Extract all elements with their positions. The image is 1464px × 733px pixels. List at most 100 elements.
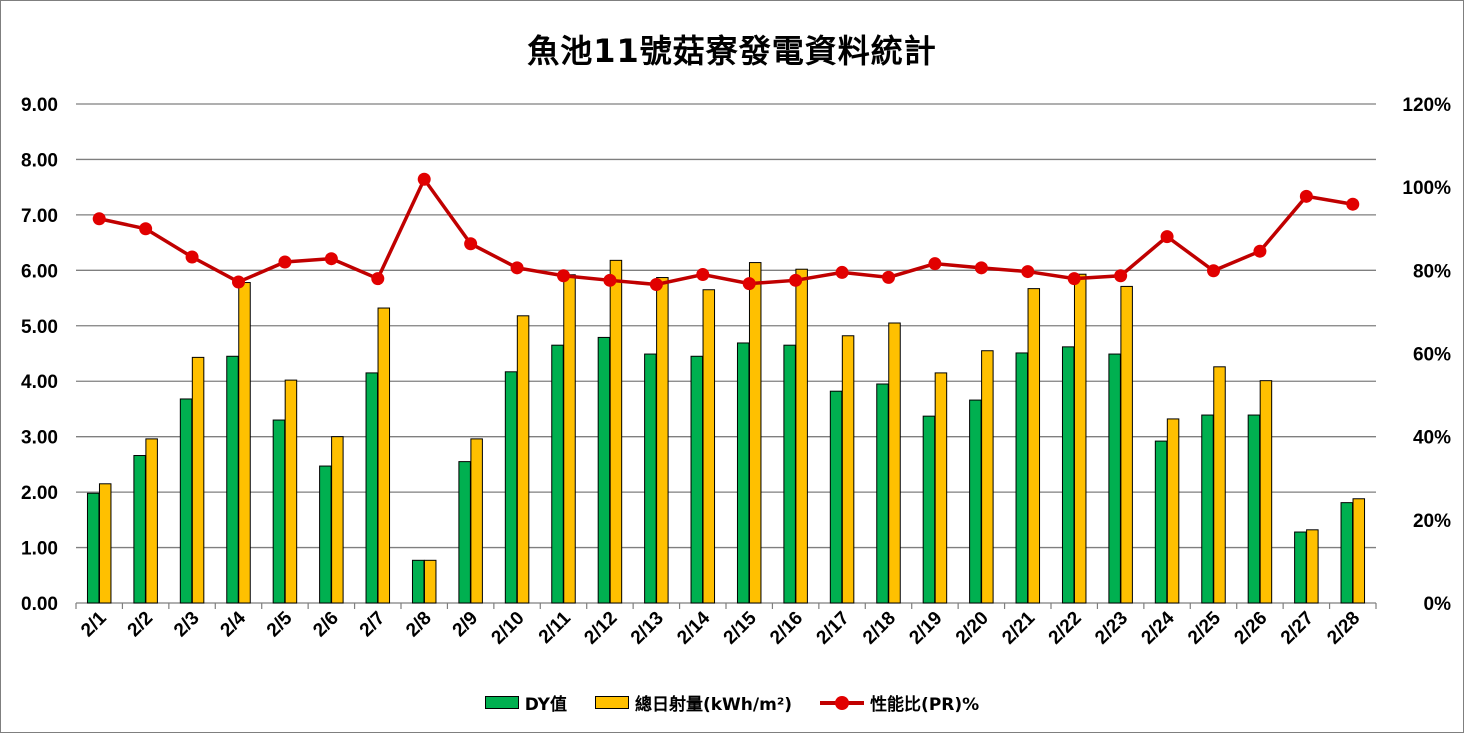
chart-title: 魚池11號菇寮發電資料統計 — [527, 32, 937, 70]
bar-dy — [690, 355, 704, 604]
pr-point — [232, 275, 245, 289]
bar-dy — [179, 398, 193, 604]
pr-point — [1114, 269, 1128, 283]
legend-item-irradiance: 總日射量(kWh/m²) — [594, 690, 793, 715]
y-left-tick-label: 2.00 — [21, 483, 58, 504]
x-tick-label: 2/15 — [720, 607, 761, 648]
y-right-tick-label: 0% — [1424, 594, 1452, 615]
y-right-tick-label: 20% — [1413, 511, 1451, 532]
bar-dy — [969, 399, 982, 604]
bar-dy — [829, 390, 843, 604]
bar-dy — [1201, 414, 1214, 604]
x-tick-label: 2/26 — [1230, 608, 1271, 649]
bar-dy — [736, 342, 750, 604]
bar-irradiance — [563, 274, 576, 604]
pr-point — [1067, 272, 1081, 286]
y-right-tick-label: 100% — [1402, 178, 1451, 199]
bar-dy — [1061, 346, 1075, 604]
bar-irradiance — [934, 372, 948, 604]
pr-line — [98, 175, 1354, 287]
bar-irradiance — [377, 307, 391, 604]
legend-label-pr: 性能比(PR)% — [870, 695, 980, 715]
x-tick-label: 2/22 — [1045, 608, 1086, 649]
pr-point — [742, 277, 756, 291]
y-left-tick-label: 7.00 — [21, 206, 58, 227]
bar-irradiance — [1352, 498, 1366, 604]
legend-swatch-dy — [484, 696, 519, 709]
x-tick-label: 2/11 — [535, 607, 576, 648]
legend-item-dy: DY值 — [484, 690, 567, 715]
pr-point — [1299, 189, 1313, 203]
bar-irradiance — [331, 436, 344, 604]
bar-dy — [1154, 440, 1168, 604]
pr-point — [835, 265, 849, 279]
bar-irradiance — [702, 289, 716, 604]
bar-dy — [319, 465, 332, 604]
x-tick-label: 2/12 — [580, 608, 621, 649]
bar-irradiance — [145, 438, 158, 604]
bar-irradiance — [1027, 288, 1041, 604]
x-tick-label: 2/6 — [309, 608, 343, 642]
legend-label-irradiance: 總日射量(kWh/m²) — [634, 695, 793, 715]
x-tick-label: 2/1 — [77, 607, 111, 641]
bar-irradiance — [795, 268, 808, 604]
y-left-tick-label: 6.00 — [21, 261, 58, 282]
pr-point — [974, 261, 988, 275]
bar-dy — [922, 415, 936, 604]
legend-item-pr: 性能比(PR)% — [820, 690, 979, 715]
bar-irradiance — [98, 483, 112, 604]
x-tick-label: 2/16 — [766, 608, 807, 649]
y-left-tick-label: 9.00 — [21, 95, 58, 116]
x-tick-label: 2/28 — [1323, 608, 1364, 649]
bar-irradiance — [888, 322, 901, 604]
y-left-tick-label: 3.00 — [21, 428, 58, 449]
y-left-tick-label: 8.00 — [21, 150, 58, 171]
pr-point — [324, 252, 338, 266]
bar-irradiance — [1213, 366, 1226, 604]
pr-point — [1346, 197, 1360, 211]
pr-point — [928, 257, 942, 271]
pr-point — [649, 277, 663, 291]
x-tick-label: 2/24 — [1138, 607, 1179, 648]
x-tick-label: 2/4 — [217, 607, 251, 641]
pr-point — [510, 261, 524, 275]
bar-irradiance — [423, 559, 437, 604]
bar-dy — [272, 419, 286, 604]
bar-irradiance — [470, 438, 483, 604]
bar-dy — [644, 353, 657, 604]
pr-point — [278, 255, 292, 269]
bar-dy — [86, 492, 100, 604]
chart-legend: DY值 總日射量(kWh/m²) 性能比(PR)% — [0, 690, 1464, 715]
bar-dy — [551, 344, 564, 604]
pr-point — [789, 273, 803, 287]
x-tick-label: 2/2 — [124, 608, 158, 642]
x-tick-label: 2/18 — [859, 608, 900, 649]
pr-point — [1021, 265, 1035, 279]
bar-irradiance — [841, 335, 855, 604]
bar-dy — [1108, 353, 1121, 604]
pr-point — [371, 272, 385, 286]
bar-irradiance — [1259, 380, 1273, 604]
bar-irradiance — [284, 379, 298, 604]
bar-irradiance — [981, 350, 994, 604]
y-left-tick-label: 4.00 — [21, 372, 58, 393]
bar-dy — [1015, 352, 1029, 604]
bar-dy — [783, 344, 796, 604]
x-tick-label: 2/19 — [905, 608, 946, 649]
legend-swatch-pr — [820, 695, 865, 711]
y-right-tick-label: 60% — [1413, 345, 1451, 366]
y-left-tick-label: 5.00 — [21, 317, 58, 338]
bar-dy — [226, 355, 239, 604]
bar-irradiance — [609, 259, 623, 604]
bar-irradiance — [516, 315, 530, 604]
bar-dy — [1247, 414, 1261, 604]
y-right-tick-label: 40% — [1413, 428, 1451, 449]
bar-dy — [1294, 531, 1307, 604]
x-tick-label: 2/13 — [627, 608, 668, 649]
bar-dy — [411, 559, 425, 604]
pr-point — [92, 212, 106, 226]
x-tick-label: 2/25 — [1184, 607, 1225, 648]
y-left-tick-label: 0.00 — [21, 594, 58, 615]
x-tick-label: 2/5 — [263, 607, 297, 641]
pr-point — [139, 222, 153, 236]
